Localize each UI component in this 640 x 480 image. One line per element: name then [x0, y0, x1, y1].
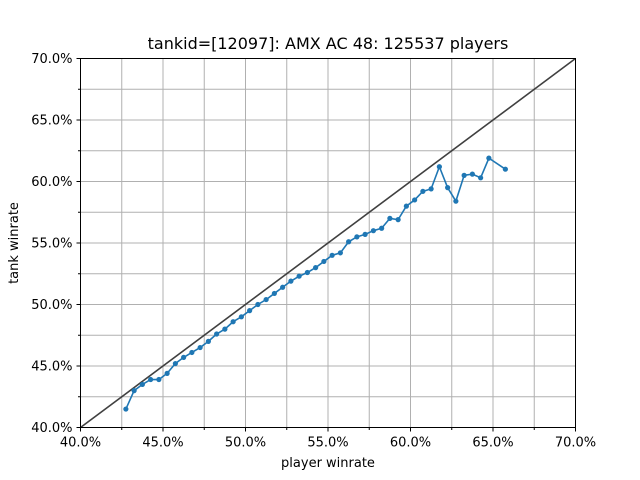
data-point: [370, 228, 376, 234]
data-point: [255, 301, 261, 308]
data-point: [346, 239, 352, 245]
data-point: [486, 155, 492, 161]
data-point: [329, 252, 335, 258]
data-point: [478, 175, 484, 181]
data-point: [453, 198, 459, 204]
data-point: [288, 278, 294, 284]
data-point: [222, 326, 228, 332]
data-point: [387, 215, 393, 221]
data-point: [280, 284, 286, 290]
x-tick-label: 45.0%: [142, 436, 183, 451]
data-point: [271, 290, 277, 297]
reference-line-group: [80, 57, 576, 429]
data-point: [354, 234, 360, 240]
x-axis-label: player winrate: [281, 456, 375, 471]
x-axis: 40.0% 45.0% 50.0% 55.0% 60.0% 65.0% 70.0%: [60, 427, 596, 451]
y-tick-label: 55.0%: [31, 237, 72, 252]
data-point: [181, 354, 187, 360]
data-point: [304, 269, 310, 276]
data-point: [230, 319, 236, 325]
data-point: [214, 331, 220, 337]
data-point: [321, 258, 327, 265]
series-line: [125, 157, 506, 410]
y-tick-label: 40.0%: [31, 421, 72, 436]
data-point: [313, 265, 319, 271]
data-point: [296, 273, 302, 279]
x-tick-label: 50.0%: [225, 436, 266, 451]
data-point: [362, 231, 368, 237]
x-tick-label: 70.0%: [555, 436, 596, 451]
y-tick-label: 50.0%: [31, 298, 72, 313]
y-tick-label: 45.0%: [31, 360, 72, 375]
x-tick-label: 40.0%: [60, 436, 101, 451]
y-axis: 40.0% 45.0% 50.0% 55.0% 60.0% 65.0% 70.0%: [31, 52, 81, 436]
data-point: [123, 406, 129, 412]
y-tick-label: 70.0%: [31, 52, 72, 67]
data-point: [461, 172, 467, 178]
x-tick-label: 55.0%: [307, 436, 348, 451]
data-point: [148, 376, 154, 383]
data-point: [469, 171, 475, 177]
data-point: [197, 344, 203, 351]
data-point: [337, 250, 343, 256]
data-point: [428, 186, 434, 192]
data-point: [156, 376, 162, 383]
x-tick-label: 60.0%: [390, 436, 431, 451]
data-point: [131, 388, 137, 394]
data-point: [139, 381, 145, 388]
x-tick-label: 65.0%: [472, 436, 513, 451]
data-point: [263, 296, 269, 303]
y-tick-label: 65.0%: [31, 114, 72, 129]
series-group: [123, 155, 508, 412]
data-point: [238, 314, 244, 320]
y-tick-label: 60.0%: [31, 175, 72, 190]
data-point: [420, 188, 426, 194]
data-point: [445, 185, 451, 191]
data-point: [189, 349, 195, 356]
chart-title: tankid=[12097]: AMX AC 48: 125537 player…: [148, 34, 509, 53]
data-point: [164, 370, 170, 376]
data-point: [172, 360, 178, 367]
data-point: [502, 166, 508, 172]
data-point: [247, 308, 253, 314]
data-point: [205, 338, 211, 344]
data-point: [412, 197, 418, 203]
data-point: [436, 164, 442, 170]
data-point: [379, 225, 385, 231]
data-point: [395, 217, 401, 223]
data-point: [403, 203, 409, 209]
reference-line: [80, 57, 576, 429]
y-axis-label: tank winrate: [7, 202, 22, 284]
